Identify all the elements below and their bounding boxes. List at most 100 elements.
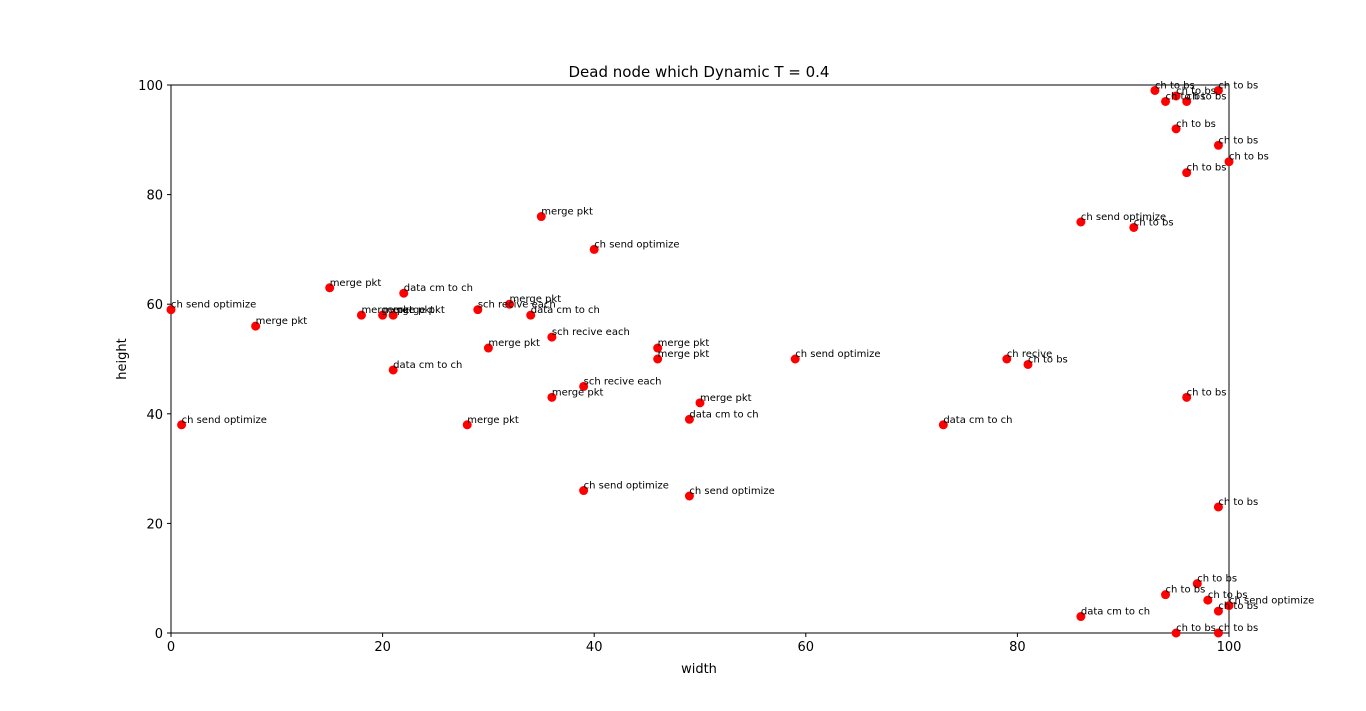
x-tick-label: 80 (1009, 640, 1026, 655)
data-point-label: ch to bs (1187, 163, 1227, 174)
data-point-label: ch to bs (1218, 601, 1258, 612)
data-point-label: merge pkt (552, 387, 604, 398)
x-tick-label: 100 (1217, 640, 1242, 655)
data-point (1182, 96, 1192, 106)
data-point-label: ch to bs (1166, 585, 1206, 596)
data-point-label: merge pkt (393, 305, 445, 316)
data-point (1076, 217, 1086, 227)
data-point (1213, 628, 1223, 638)
data-point-label: ch send optimize (795, 349, 880, 360)
data-point-label: ch to bs (1176, 623, 1216, 634)
data-point (589, 244, 599, 254)
data-point-label: data cm to ch (404, 283, 473, 294)
data-point-label: ch to bs (1134, 217, 1174, 228)
data-point (177, 420, 187, 430)
data-points (166, 85, 1234, 638)
data-point (1213, 140, 1223, 150)
data-point (547, 392, 557, 402)
data-point (505, 299, 515, 309)
data-point (1171, 628, 1181, 638)
data-point-label: sch recive each (552, 327, 630, 338)
data-point (1213, 85, 1223, 95)
data-point-label: merge pkt (658, 338, 710, 349)
data-point (1192, 579, 1202, 589)
data-point (399, 288, 409, 298)
data-point (536, 212, 546, 222)
data-point-label: data cm to ch (1081, 607, 1150, 618)
x-tick-label: 0 (167, 640, 175, 655)
data-point (695, 398, 705, 408)
data-point (653, 354, 663, 364)
data-point-label: ch send optimize (689, 486, 774, 497)
data-point (1129, 222, 1139, 232)
data-point-label: merge pkt (383, 305, 435, 316)
y-tick-label: 60 (146, 298, 163, 313)
plot-area-frame (170, 84, 1230, 634)
data-point (684, 414, 694, 424)
data-point-label: merge pkt (510, 294, 562, 305)
data-point (473, 305, 483, 315)
data-point-label: merge pkt (658, 349, 710, 360)
data-point (1171, 91, 1181, 101)
data-point-label: ch to bs (1197, 574, 1237, 585)
data-point (579, 486, 589, 496)
x-tick-label: 40 (586, 640, 603, 655)
data-point (1213, 606, 1223, 616)
data-point-label: ch to bs (1028, 354, 1068, 365)
data-point-label: merge pkt (700, 393, 752, 404)
data-point (1002, 354, 1012, 364)
data-point-label: ch send optimize (584, 481, 669, 492)
data-point-label: ch to bs (1218, 80, 1258, 91)
data-point-label: merge pkt (256, 316, 308, 327)
data-point-label: ch to bs (1229, 152, 1269, 163)
data-point (653, 343, 663, 353)
data-point-label: ch send optimize (594, 239, 679, 250)
data-point (483, 343, 493, 353)
data-point-label: merge pkt (330, 278, 382, 289)
data-point-label: sch recive each (478, 300, 556, 311)
data-point-label: ch send optimize (171, 300, 256, 311)
data-point-label: data cm to ch (689, 409, 758, 420)
data-point-label: data cm to ch (531, 305, 600, 316)
x-tick-label: 20 (374, 640, 391, 655)
y-tick-label: 0 (155, 627, 163, 642)
data-point (462, 420, 472, 430)
data-point-label: ch send optimize (182, 415, 267, 426)
data-point (325, 283, 335, 293)
data-point-label: merge pkt (361, 305, 413, 316)
y-axis-label: height (115, 338, 130, 379)
data-point (1224, 157, 1234, 167)
data-point (684, 491, 694, 501)
data-point (1213, 502, 1223, 512)
data-point-label: merge pkt (467, 415, 519, 426)
data-point-label: ch to bs (1155, 80, 1195, 91)
data-point (1182, 168, 1192, 178)
data-point (388, 310, 398, 320)
data-point-label: data cm to ch (943, 415, 1012, 426)
y-tick-label: 80 (146, 189, 163, 204)
data-point-label: ch to bs (1208, 590, 1248, 601)
data-point-label: ch to bs (1187, 91, 1227, 102)
data-point (1023, 359, 1033, 369)
data-point-label: ch to bs (1218, 135, 1258, 146)
chart-title: Dead node which Dynamic T = 0.4 (569, 63, 830, 81)
data-point-label: ch to bs (1218, 497, 1258, 508)
data-point (790, 354, 800, 364)
data-point-label: ch send optimize (1081, 212, 1166, 223)
data-point (378, 310, 388, 320)
data-point (1182, 392, 1192, 402)
data-point-label: ch to bs (1176, 86, 1216, 97)
data-point (1161, 96, 1171, 106)
data-point (1150, 85, 1160, 95)
data-point (547, 332, 557, 342)
data-point-label: merge pkt (488, 338, 540, 349)
data-point (356, 310, 366, 320)
data-point-label: merge pkt (541, 207, 593, 218)
data-point (1171, 124, 1181, 134)
data-point-label: ch recive (1007, 349, 1052, 360)
data-point (1161, 590, 1171, 600)
data-point-label: ch to bs (1218, 623, 1258, 634)
data-point-label: data cm to ch (393, 360, 462, 371)
